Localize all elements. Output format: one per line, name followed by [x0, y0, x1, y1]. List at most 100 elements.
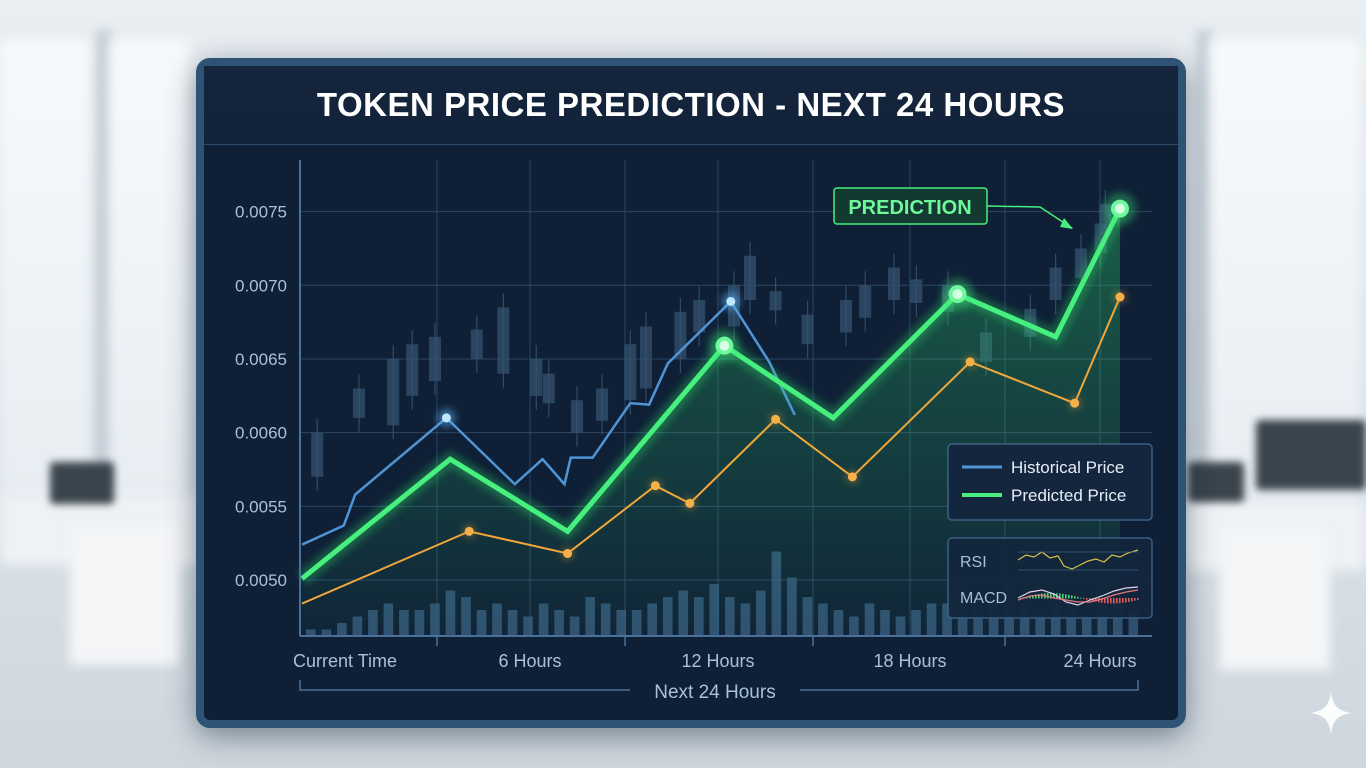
- macd-bar: [1071, 595, 1073, 599]
- orange-marker: [464, 526, 474, 536]
- macd-bar: [1131, 598, 1133, 602]
- macd-bar: [1101, 598, 1103, 603]
- candle-body: [693, 300, 706, 333]
- macd-bar: [1116, 598, 1118, 604]
- legend-historical-label: Historical Price: [1011, 458, 1124, 477]
- macd-bar: [1035, 594, 1037, 599]
- macd-bar: [1020, 598, 1022, 599]
- macd-signal-line: [1017, 589, 1139, 603]
- historical-price-line: [301, 299, 796, 546]
- chart-title: TOKEN PRICE PREDICTION - NEXT 24 HOURS: [316, 86, 1066, 123]
- macd-bar: [1086, 598, 1088, 600]
- candle-body: [888, 267, 900, 300]
- legend-predicted-label: Predicted Price: [1011, 486, 1126, 505]
- macd-bar: [1077, 596, 1079, 599]
- predicted-marker-core: [719, 340, 730, 351]
- series-lines: [297, 192, 1136, 605]
- y-tick-label: 0.0070: [235, 276, 287, 295]
- macd-bar: [1137, 598, 1139, 600]
- predicted-area-fill: [302, 208, 1120, 636]
- macd-bar: [1065, 594, 1067, 599]
- chart-panel: TOKEN PRICE PREDICTION - NEXT 24 HOURS 0…: [196, 58, 1186, 728]
- candle-body: [744, 255, 756, 300]
- macd-bar: [1128, 598, 1130, 602]
- candle-body: [497, 307, 510, 374]
- candle-body: [801, 314, 814, 345]
- macd-bar: [1062, 593, 1064, 599]
- orange-marker: [771, 414, 781, 424]
- historical-marker: [726, 296, 736, 306]
- macd-bar: [1032, 595, 1034, 599]
- macd-bar: [1050, 593, 1052, 599]
- x-tick-label: 12 Hours: [681, 651, 754, 671]
- candle-body: [910, 279, 923, 303]
- title-bar: TOKEN PRICE PREDICTION - NEXT 24 HOURS: [204, 66, 1178, 145]
- macd-bar: [1125, 598, 1127, 603]
- sparkle-icon: [1310, 692, 1352, 734]
- macd-bar: [1038, 594, 1040, 599]
- axes: 0.0050 0.0055 0.0060 0.0065 0.0070 0.0075 Curr…: [235, 160, 1152, 703]
- orange-marker: [1115, 292, 1125, 302]
- candle-body: [542, 373, 555, 404]
- candle-body: [530, 358, 543, 396]
- macd-bar: [1122, 598, 1124, 603]
- macd-bar: [1053, 593, 1055, 599]
- orange-marker: [563, 548, 573, 558]
- macd-bar: [1134, 598, 1136, 601]
- candle-body: [624, 344, 637, 401]
- candle-body: [311, 432, 324, 477]
- x-tick-label: 6 Hours: [498, 651, 561, 671]
- macd-bar: [1047, 593, 1049, 599]
- predicted-marker-core: [1114, 203, 1125, 214]
- predicted-area: [302, 208, 1120, 636]
- x-tick-label: 24 Hours: [1063, 651, 1136, 671]
- candle-body: [406, 344, 419, 396]
- macd-bar: [1059, 593, 1061, 599]
- macd-line: [1017, 586, 1139, 606]
- macd-bar: [1104, 598, 1106, 604]
- macd-bar: [1080, 597, 1082, 599]
- orange-marker: [965, 357, 975, 367]
- indicator-panel: RSI MACD: [947, 537, 1153, 619]
- candle-body: [769, 291, 782, 311]
- candle-body: [840, 300, 852, 333]
- predicted-price-line: [300, 207, 1123, 581]
- candle-body: [571, 400, 583, 433]
- x-bracket-left: [299, 680, 630, 691]
- x-tick-label: 18 Hours: [873, 651, 946, 671]
- candle-body: [639, 326, 652, 389]
- y-tick-label: 0.0060: [235, 424, 287, 443]
- candle-body: [353, 388, 365, 418]
- rsi-line: [1017, 549, 1139, 570]
- y-tick-label: 0.0055: [235, 497, 287, 516]
- macd-bar: [1113, 598, 1115, 604]
- y-tick-label: 0.0065: [235, 350, 287, 369]
- x-bracket-right: [800, 680, 1139, 691]
- orange-marker: [685, 498, 695, 508]
- x-axis-title: Next 24 Hours: [654, 682, 775, 703]
- macd-bar: [1089, 598, 1091, 601]
- macd-bar: [1095, 598, 1097, 602]
- annotation-label: PREDICTION: [848, 197, 971, 219]
- macd-bar: [1068, 594, 1070, 599]
- orange-marker: [650, 481, 660, 491]
- candle-body: [859, 285, 872, 318]
- macd-bar: [1041, 593, 1043, 599]
- y-tick-label: 0.0050: [235, 571, 287, 590]
- orange-marker: [1070, 398, 1080, 408]
- price-chart: 0.0050 0.0055 0.0060 0.0065 0.0070 0.0075 Curr…: [235, 160, 1153, 703]
- macd-bar: [1110, 598, 1112, 604]
- prediction-annotation: PREDICTION: [833, 187, 1073, 229]
- rsi-label: RSI: [960, 554, 987, 571]
- macd-label: MACD: [960, 590, 1007, 607]
- candle-body: [387, 358, 400, 426]
- candle-body: [429, 336, 441, 382]
- predicted-marker-core: [952, 289, 963, 300]
- series-line-orange: [301, 296, 1121, 605]
- candle-body: [470, 329, 483, 359]
- volume-bar: [1128, 610, 1139, 636]
- macd-bar: [1029, 595, 1031, 599]
- legend: Historical Price Predicted Price: [947, 443, 1153, 521]
- macd-bar: [1119, 598, 1121, 604]
